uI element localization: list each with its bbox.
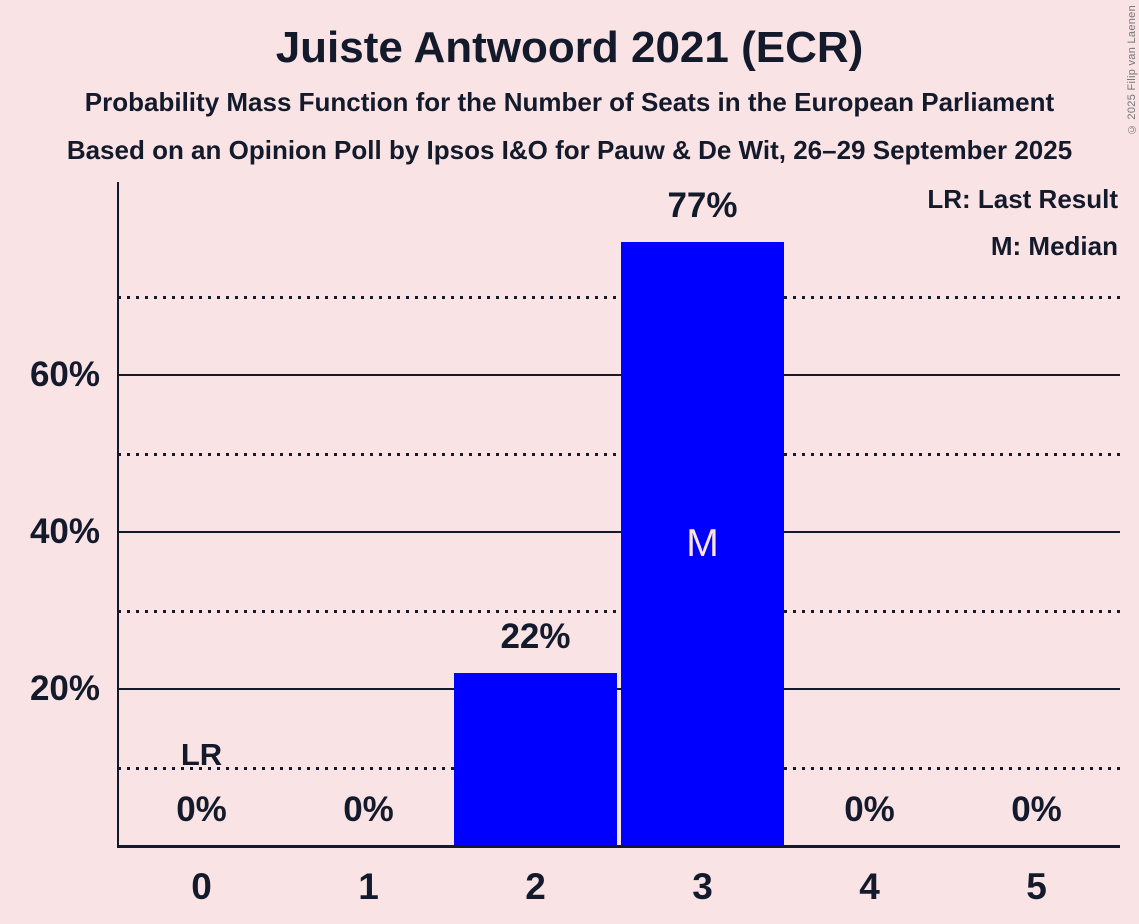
- xtick-label-0: 0: [191, 866, 212, 907]
- gridline-solid-40pct: [118, 531, 1120, 533]
- value-label-seat-1: 0%: [343, 790, 394, 829]
- xtick-label-1: 1: [358, 866, 379, 907]
- legend-median: M: Median: [990, 231, 1118, 261]
- value-label-seat-4: 0%: [844, 790, 895, 829]
- median-marker: M: [686, 521, 719, 565]
- value-label-seat-5: 0%: [1011, 790, 1062, 829]
- gridline-solid-20pct: [118, 688, 1120, 690]
- xtick-label-2: 2: [525, 866, 546, 907]
- gridline-solid-60pct: [118, 374, 1120, 376]
- gridline-dotted-10pct: [118, 766, 1120, 770]
- chart-subtitle: Probability Mass Function for the Number…: [84, 87, 1055, 117]
- xtick-label-4: 4: [859, 866, 880, 907]
- x-axis-line: [117, 845, 1120, 848]
- legend-last-result: LR: Last Result: [927, 184, 1118, 214]
- gridline-dotted-70pct: [118, 295, 1120, 299]
- chart-title: Juiste Antwoord 2021 (ECR): [275, 23, 864, 72]
- ytick-label-40: 40%: [29, 512, 100, 551]
- xtick-label-3: 3: [692, 866, 713, 907]
- bar-seat-2: [454, 673, 617, 846]
- y-axis-line: [117, 182, 119, 846]
- ytick-label-20: 20%: [29, 669, 100, 708]
- ytick-label-60: 60%: [29, 355, 100, 394]
- gridline-dotted-50pct: [118, 452, 1120, 456]
- last-result-marker: LR: [180, 737, 223, 772]
- bar-seat-3: [621, 241, 784, 846]
- gridline-dotted-30pct: [118, 609, 1120, 613]
- value-label-seat-2: 22%: [500, 617, 571, 657]
- xtick-label-5: 5: [1026, 866, 1047, 907]
- value-label-seat-0: 0%: [176, 790, 227, 829]
- chart-source-line: Based on an Opinion Poll by Ipsos I&O fo…: [66, 135, 1073, 165]
- value-label-seat-3: 77%: [667, 185, 738, 225]
